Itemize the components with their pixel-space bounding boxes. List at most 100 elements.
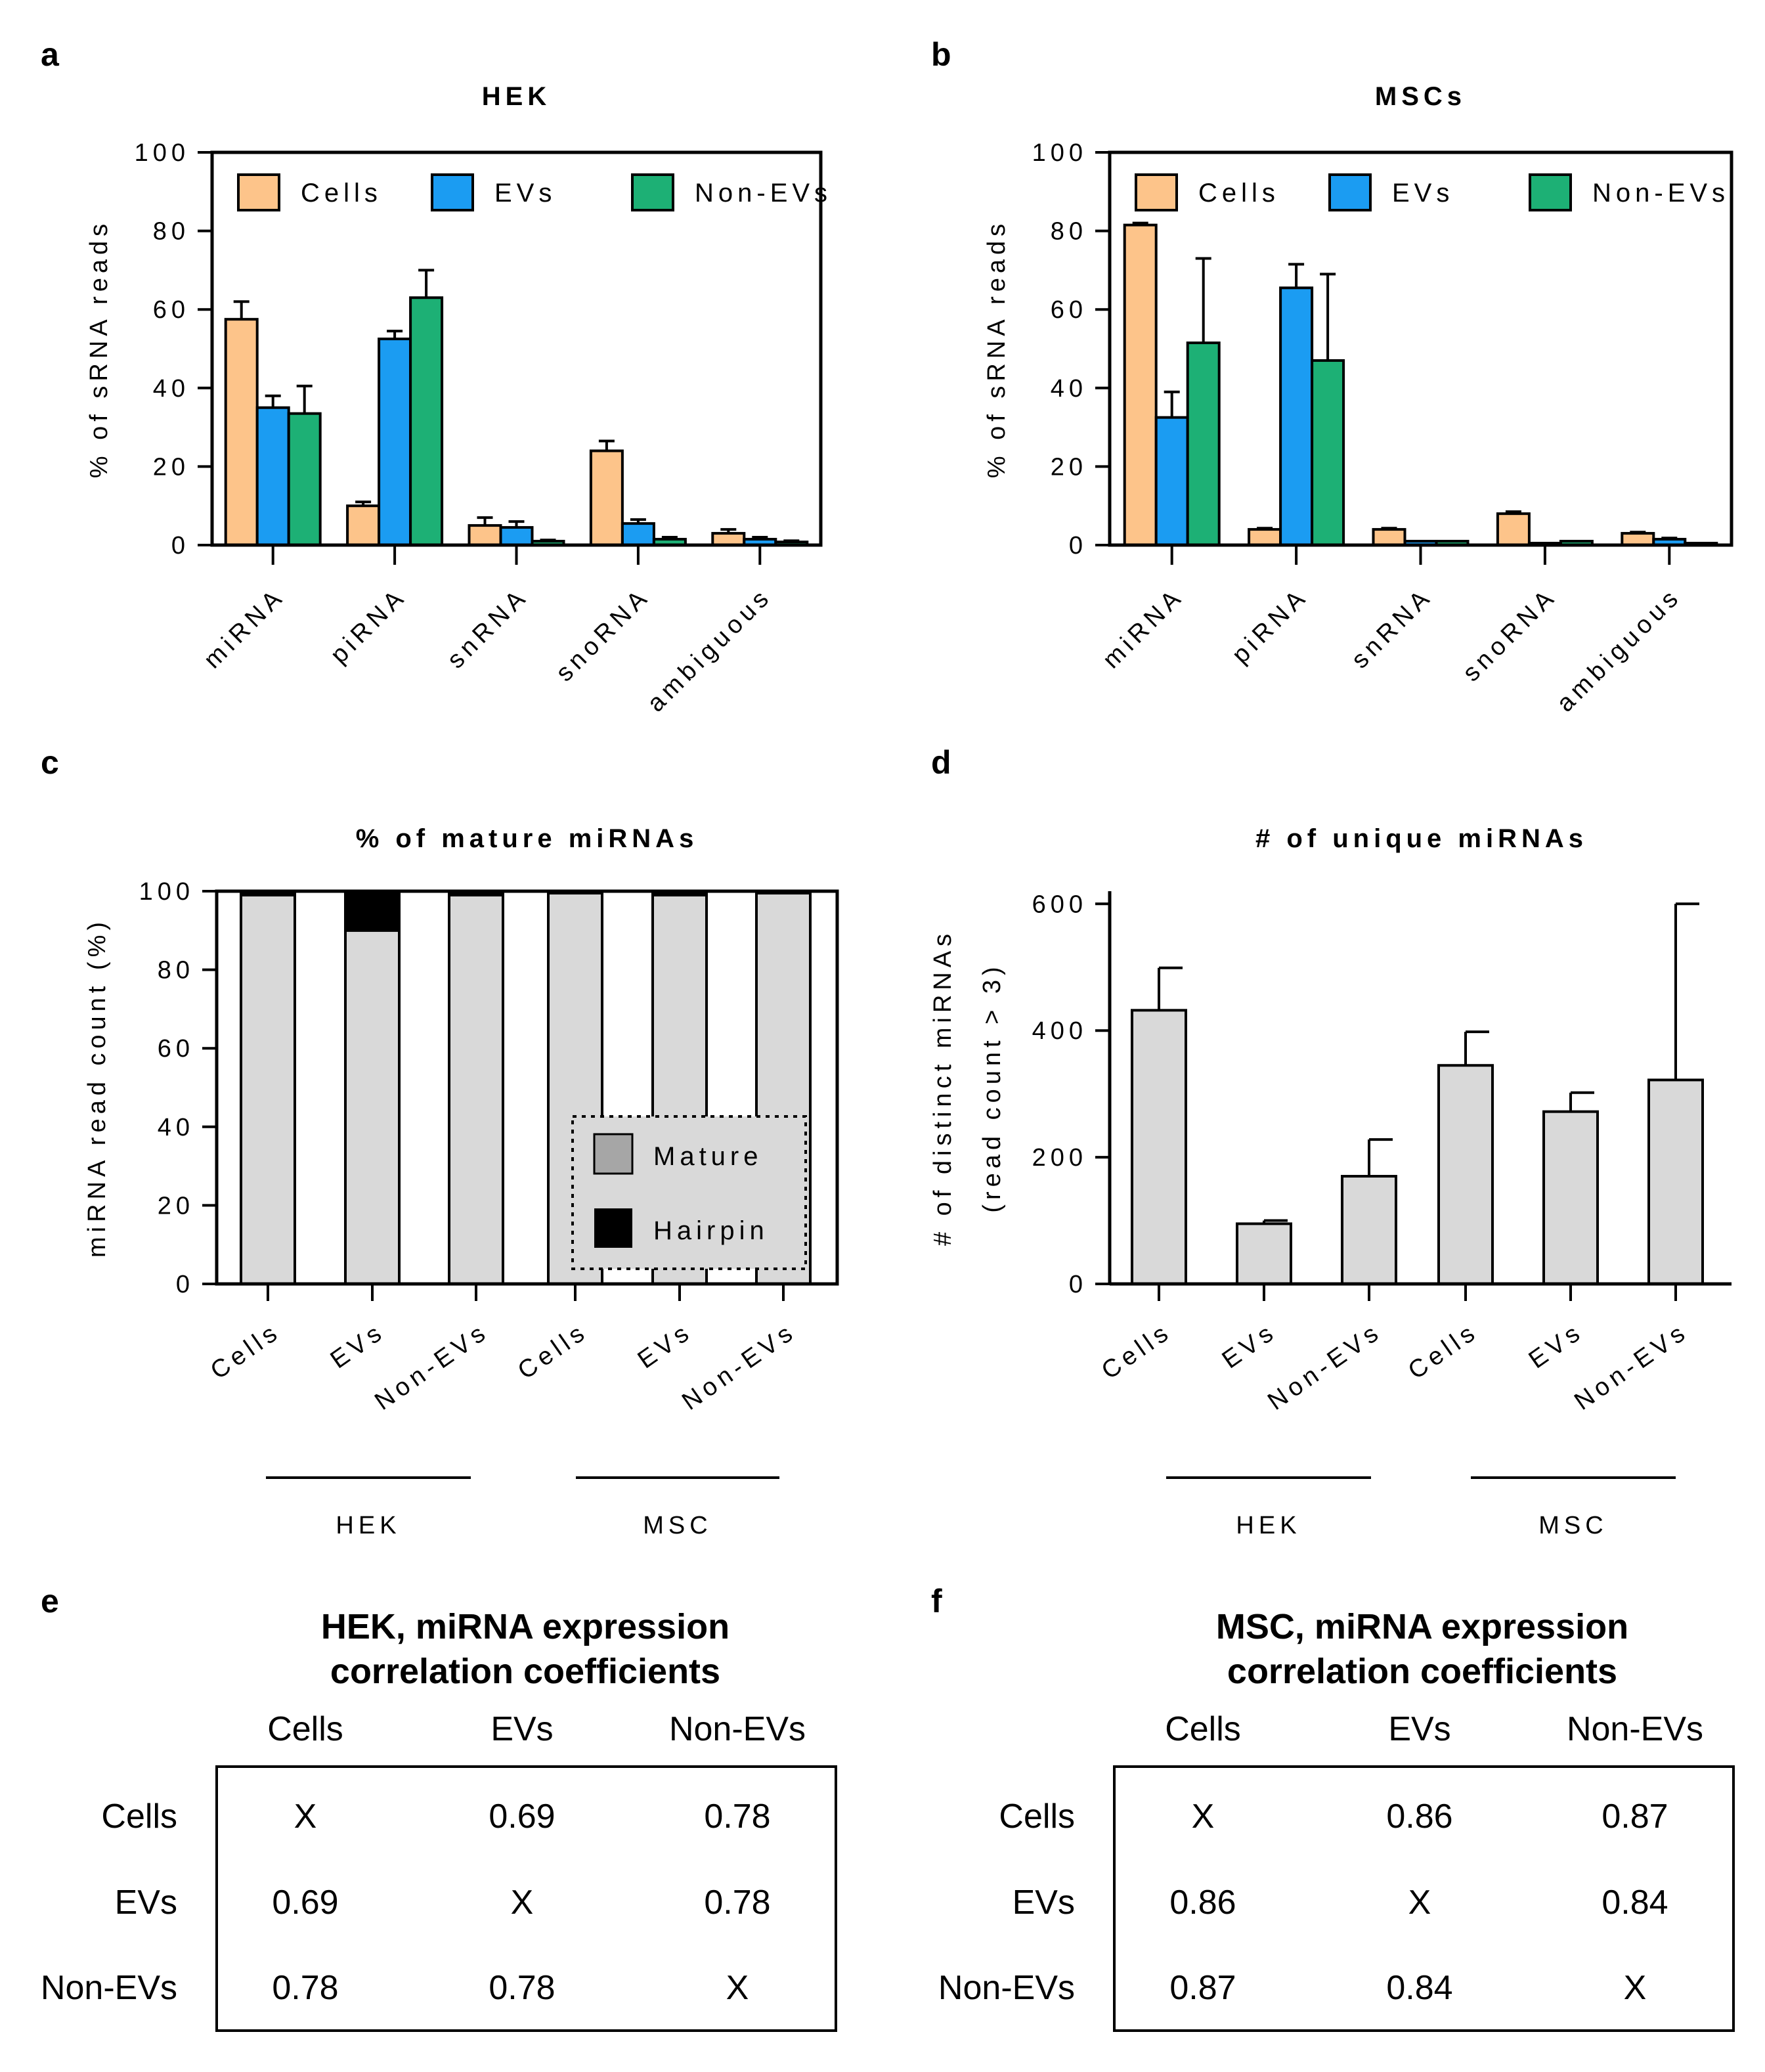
bar-evs (378, 338, 412, 546)
x-tick-label: Non-EVs (370, 1317, 494, 1416)
legend-swatch (431, 173, 474, 211)
y-tick-label: 200 (1032, 1144, 1087, 1172)
table-cell: 0.86 (1386, 1797, 1452, 1836)
bar (1647, 1078, 1704, 1285)
row-label: Non-EVs (41, 1969, 177, 2007)
legend-label: Cells (301, 179, 382, 208)
bar-mature (344, 929, 401, 1286)
legend-label: Mature (653, 1142, 763, 1171)
bar-evs (255, 406, 290, 547)
x-tick-label: ambiguous (1552, 583, 1687, 718)
legend-label: Non-EVs (695, 179, 832, 208)
table-title: correlation coefficients (1227, 1652, 1617, 1691)
table-title: HEK, miRNA expression (321, 1607, 730, 1646)
table-f: MSC, miRNA expression correlation coeffic… (938, 1607, 1735, 2032)
column-header: Cells (267, 1710, 343, 1748)
legend-swatch (593, 1133, 634, 1175)
table-cell: 0.69 (489, 1797, 555, 1836)
y-tick-label: 100 (139, 878, 194, 906)
x-tick-label: Non-EVs (677, 1317, 801, 1416)
legend-label: Cells (1198, 179, 1280, 208)
x-tick-label: EVs (633, 1317, 697, 1374)
chart-title: # of unique miRNAs (1255, 824, 1588, 853)
table-e: HEK, miRNA expression correlation coeffic… (41, 1607, 837, 2032)
y-tick-label: 80 (1051, 218, 1087, 246)
table-cell: 0.84 (1602, 1884, 1668, 1922)
bar-non-evs (287, 412, 322, 546)
table-box (1113, 1765, 1735, 2032)
y-tick-label: 40 (158, 1114, 194, 1141)
chart-title: MSCs (1375, 82, 1466, 111)
bar-cells (468, 524, 502, 546)
column-header: EVs (1388, 1710, 1450, 1748)
x-tick-label: EVs (1524, 1317, 1588, 1374)
y-tick-label: 60 (1051, 296, 1087, 324)
bar-evs (1279, 286, 1314, 546)
row-label: EVs (115, 1884, 177, 1922)
y-tick-label: 0 (1069, 532, 1087, 560)
legend-label: Hairpin (653, 1216, 769, 1245)
bar-cells (1496, 512, 1531, 546)
x-tick-label: piRNA (1227, 583, 1313, 669)
bar-mature (448, 893, 504, 1285)
chart-title: HEK (482, 82, 551, 111)
y-tick-label: 600 (1032, 891, 1087, 918)
panel-letter-e: e (41, 1583, 59, 1620)
bar-non-evs (409, 296, 444, 546)
table-box (215, 1765, 837, 2032)
chart-title: % of mature miRNAs (356, 824, 699, 853)
y-axis-label-2: (read count > 3) (978, 962, 1006, 1212)
chart-b: MSCs 0 20 40 60 80 100 % of sRNA reads miRNA piRN… (983, 82, 1733, 718)
bar (1236, 1222, 1292, 1286)
y-axis-label: % of sRNA reads (85, 219, 113, 478)
table-cell: X (1408, 1884, 1431, 1922)
column-header: EVs (490, 1710, 553, 1748)
y-tick-label: 80 (153, 218, 190, 246)
y-tick-label: 80 (158, 957, 194, 984)
legend-label: EVs (1392, 179, 1454, 208)
y-tick-label: 60 (153, 296, 190, 324)
table-cell: X (1192, 1797, 1215, 1836)
bar-cells (1621, 532, 1655, 546)
y-axis-label: miRNA read count (%) (83, 917, 111, 1258)
chart-a: HEK 0 20 40 60 80 100 % of sRNA reads miRNA piRNA… (85, 82, 832, 718)
x-tick-label: piRNA (325, 583, 412, 669)
bar-cells (1248, 528, 1282, 547)
y-axis-label: % of sRNA reads (983, 219, 1011, 478)
bar-non-evs (1186, 342, 1221, 547)
bar-non-evs (1311, 359, 1345, 546)
bar-hairpin (344, 890, 401, 932)
table-cell: 0.78 (489, 1969, 555, 2007)
bar-cells (1123, 223, 1158, 546)
x-tick-label: Cells (206, 1317, 286, 1385)
x-tick-label: Cells (513, 1317, 593, 1385)
x-tick-label: Non-EVs (1569, 1317, 1693, 1416)
row-label: EVs (1013, 1884, 1075, 1922)
table-cell: X (294, 1797, 317, 1836)
chart-d: # of unique miRNAs 0 200 400 600 # of distinc… (929, 824, 1732, 1539)
legend-label: EVs (494, 179, 556, 208)
x-tick-label: ambiguous (642, 583, 777, 718)
plot-frame (1108, 150, 1733, 547)
x-tick-label: snRNA (442, 583, 534, 674)
y-axis-label: # of distinct miRNAs (929, 929, 957, 1246)
bar-mature (240, 893, 296, 1285)
legend-label: Non-EVs (1592, 179, 1730, 208)
bar-cells (224, 318, 259, 546)
table-cell: 0.69 (272, 1884, 338, 1922)
legend-swatch (237, 173, 280, 211)
bar (1131, 1009, 1187, 1285)
bar-cells (711, 532, 746, 546)
x-tick-label: miRNA (1098, 583, 1190, 674)
x-tick-label: miRNA (199, 583, 291, 674)
plot-frame (215, 889, 839, 1286)
table-cell: 0.87 (1169, 1969, 1236, 2007)
panel-letter-d: d (931, 744, 951, 781)
bar-evs (621, 522, 655, 546)
group-label: HEK (1236, 1512, 1301, 1539)
panel-letter-c: c (41, 744, 59, 781)
group-label: HEK (336, 1512, 401, 1539)
table-cell: X (511, 1884, 534, 1922)
y-tick-label: 60 (158, 1035, 194, 1063)
table-cell: 0.78 (272, 1969, 338, 2007)
